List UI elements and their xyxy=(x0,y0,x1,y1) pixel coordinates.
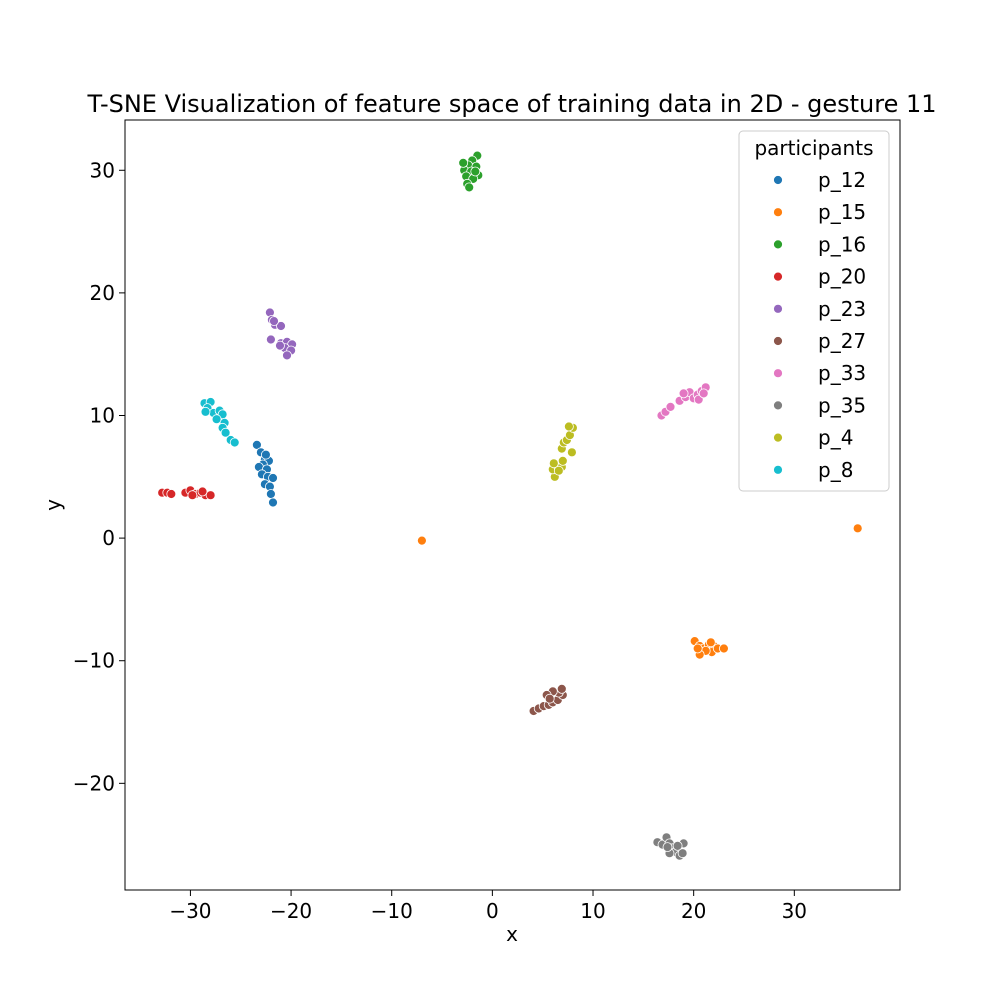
legend-label-p-23: p_23 xyxy=(818,297,866,321)
data-point-p-12 xyxy=(260,449,271,460)
legend-marker-p-33 xyxy=(773,368,783,379)
data-point-p-20 xyxy=(187,490,198,501)
data-point-p-23 xyxy=(282,350,292,361)
legend-label-p-27: p_27 xyxy=(818,329,866,353)
legend-marker-p-12 xyxy=(773,175,783,185)
data-point-p-35 xyxy=(677,848,688,859)
data-point-p-16 xyxy=(458,157,469,168)
data-point-p-33 xyxy=(665,401,676,412)
x-tick-label: 20 xyxy=(681,899,706,923)
legend-label-p-4: p_4 xyxy=(818,426,853,450)
data-point-p-15 xyxy=(416,535,427,546)
data-point-p-15 xyxy=(719,643,729,654)
legend-marker-p-23 xyxy=(773,303,783,314)
data-point-p-8 xyxy=(229,437,240,448)
data-point-p-4 xyxy=(567,447,577,458)
y-axis: −20 −10 0 10 20 30 xyxy=(73,158,125,795)
data-point-p-12 xyxy=(268,497,278,508)
y-tick-label: −20 xyxy=(73,771,115,795)
x-tick-label: −30 xyxy=(169,899,211,923)
data-point-p-15 xyxy=(705,637,716,648)
data-point-p-23 xyxy=(276,321,286,331)
y-tick-label: 0 xyxy=(102,526,115,550)
y-tick-label: 30 xyxy=(90,158,115,182)
legend-marker-p-16 xyxy=(773,239,783,250)
legend-marker-p-35 xyxy=(773,400,783,411)
data-point-p-15 xyxy=(852,523,863,534)
legend-title: participants xyxy=(754,136,873,160)
data-point-p-12 xyxy=(251,439,262,450)
data-point-p-8 xyxy=(200,406,211,417)
y-tick-label: 20 xyxy=(90,281,115,305)
x-tick-label: −20 xyxy=(270,899,312,923)
data-point-p-33 xyxy=(678,388,689,399)
x-tick-label: 0 xyxy=(486,899,499,923)
legend-marker-p-8 xyxy=(773,464,783,475)
legend-items: p_12 p_15 p_16 p_20 p_23 p_27 p_33 p_35 p_4 p_8 xyxy=(773,168,866,482)
plot-area-frame xyxy=(124,119,901,891)
data-point-p-16 xyxy=(470,166,481,177)
data-point-p-23 xyxy=(269,316,279,327)
legend-marker-p-27 xyxy=(773,336,783,346)
data-point-p-12 xyxy=(268,473,278,483)
data-point-p-4 xyxy=(564,421,574,432)
data-point-p-16 xyxy=(464,182,475,193)
legend-marker-p-15 xyxy=(773,207,783,218)
data-point-p-8 xyxy=(211,414,222,425)
legend-label-p-15: p_15 xyxy=(818,200,866,224)
data-point-p-23 xyxy=(275,340,285,351)
legend-box xyxy=(738,130,890,492)
legend-label-p-33: p_33 xyxy=(818,361,866,385)
legend-marker-p-20 xyxy=(773,271,783,282)
legend-label-p-12: p_12 xyxy=(818,168,866,192)
data-point-p-20 xyxy=(205,490,216,501)
data-point-p-27 xyxy=(556,684,567,694)
x-tick-label: 30 xyxy=(782,899,807,923)
data-point-p-4 xyxy=(557,455,568,466)
data-point-p-20 xyxy=(166,489,177,499)
y-tick-label: 10 xyxy=(90,403,115,427)
x-axis: −30 −20 −10 0 10 20 30 xyxy=(169,890,807,923)
x-tick-label: −10 xyxy=(371,899,413,923)
data-point-p-20 xyxy=(197,486,208,497)
x-tick-label: 10 xyxy=(580,899,605,923)
data-point-p-4 xyxy=(548,458,559,469)
points-layer xyxy=(157,150,863,861)
y-tick-label: −10 xyxy=(73,649,115,673)
data-point-p-35 xyxy=(662,842,673,852)
data-point-p-33 xyxy=(698,388,709,399)
legend-label-p-16: p_16 xyxy=(818,232,866,256)
legend-marker-p-4 xyxy=(773,432,783,443)
legend: participants p_12 p_15 p_16 p_20 p_23 p_27 p_3… xyxy=(738,130,890,492)
data-point-p-23 xyxy=(265,334,276,345)
data-point-p-4 xyxy=(553,465,564,476)
data-point-p-15 xyxy=(692,643,703,654)
legend-label-p-8: p_8 xyxy=(818,458,853,482)
y-axis-label: y xyxy=(41,499,65,511)
x-axis-label: x xyxy=(506,922,518,946)
data-point-p-35 xyxy=(672,841,683,851)
data-point-p-27 xyxy=(544,693,555,704)
legend-label-p-35: p_35 xyxy=(818,393,866,417)
legend-label-p-20: p_20 xyxy=(818,265,866,289)
data-point-p-12 xyxy=(265,489,276,499)
data-point-p-8 xyxy=(220,427,231,438)
chart-title: T-SNE Visualization of feature space of … xyxy=(86,90,936,118)
